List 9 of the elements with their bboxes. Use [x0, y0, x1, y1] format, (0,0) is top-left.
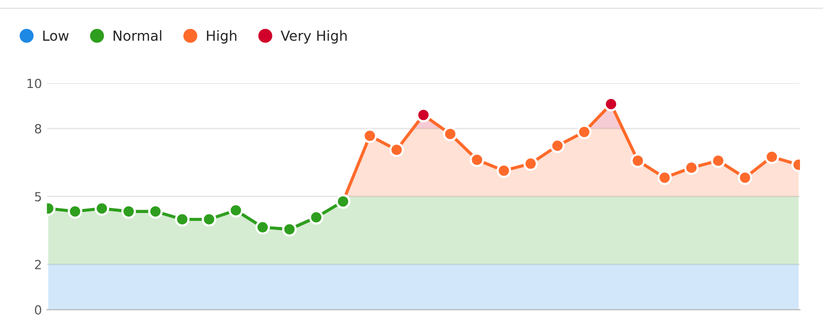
legend-label: High [206, 30, 236, 44]
y-tick-label: 10 [28, 78, 42, 88]
y-tick-label: 2 [35, 260, 41, 270]
legend-label: Low [43, 30, 69, 41]
y-tick-label: 0 [34, 305, 42, 315]
y-tick-label: 5 [35, 192, 41, 202]
legend-label: Very High [280, 30, 347, 44]
legend-label: Normal [114, 30, 162, 41]
y-tick-label: 8 [34, 124, 42, 134]
